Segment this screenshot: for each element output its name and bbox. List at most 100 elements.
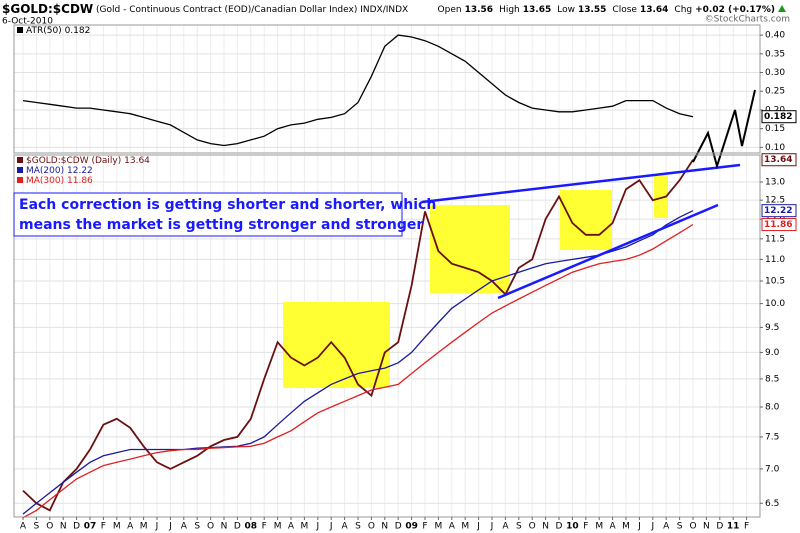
upper-panel-frame [13,24,761,154]
correction-boxes [283,175,668,388]
x-tick-label: M [595,522,603,532]
x-tick-label: A [449,522,456,532]
x-tick-label: M [301,522,309,532]
x-tick-label: F [744,522,749,532]
series-line [22,159,694,512]
x-tick-label: M [140,522,148,532]
y-tick-label: 0.15 [765,124,785,134]
quote-value: 13.65 [523,5,551,15]
x-tick-label: J [490,522,494,532]
x-tick-label: S [34,522,40,532]
legend-entry: $GOLD:$CDW (Daily) 13.64 [26,156,150,166]
annotation: means the market is getting stronger and… [19,217,423,233]
legend-value: 0.182 [65,26,91,36]
x-tick-label: A [663,522,670,532]
x-tick-label: A [181,522,188,532]
x-tick-label: O [46,522,53,532]
label-layer: 0.100.150.200.250.300.350.400.182ATR(50)… [17,26,797,532]
correction-box [654,175,668,218]
y-tick-label: 0.40 [765,31,785,41]
quote-value: 13.56 [465,5,493,15]
x-tick-label: 09 [405,522,418,532]
x-tick-label: J [329,522,333,532]
x-tick-label: A [288,522,295,532]
quote-label: Chg [674,5,692,15]
last-value-box [761,218,797,232]
x-tick-label: M [274,522,282,532]
legend-entry: ATR(50) 0.182 [26,26,90,36]
x-tick-label: 10 [566,522,579,532]
trend-line [421,163,741,204]
x-tick-label: D [556,522,563,532]
legend-swatch [17,167,23,173]
x-tick-label: A [610,522,617,532]
x-tick-label: S [516,522,522,532]
x-tick-label: F [583,522,588,532]
trend-line [497,203,719,300]
legend-swatch [17,157,23,163]
x-tick-label: M [622,522,630,532]
last-value-box [761,110,797,124]
x-tick-label: S [194,522,200,532]
legend-swatch [17,27,23,33]
x-tick-label: J [637,522,641,532]
x-tick-label: N [221,522,228,532]
y-tick-label: 0.35 [765,49,785,59]
x-tick-label: J [155,522,159,532]
legend-name: MA(300) [26,176,64,186]
symbol: $GOLD:$CDW [2,2,93,16]
legend-entry: MA(300) 11.86 [26,176,93,186]
correction-box [430,205,510,293]
quote-label: Close [612,5,637,15]
drawings [421,89,756,300]
y-tick-label: 11.0 [765,255,785,265]
x-tick-label: A [502,522,509,532]
x-tick-label: M [461,522,469,532]
y-tick-label: 0.10 [765,143,785,153]
x-tick-label: N [60,522,67,532]
x-tick-label: F [262,522,267,532]
y-tick-label: 10.0 [765,299,785,309]
header-date: 6-Oct-2010 [2,17,53,27]
x-tick-label: F [422,522,427,532]
x-tick-label: 07 [84,522,97,532]
legend-swatch [17,177,23,183]
x-tick-label: O [529,522,536,532]
legend-name: ATR(50) [26,26,62,36]
series-line [22,210,694,515]
y-tick-label: 9.0 [765,348,780,358]
x-tick-label: F [101,522,106,532]
quote-value: +0.02 (+0.17%) [695,5,775,15]
x-tick-label: O [689,522,696,532]
x-tick-label: J [476,522,480,532]
legend-entry: MA(200) 12.22 [26,166,93,176]
quote-label: Low [557,5,575,15]
quote-value: 13.55 [578,5,606,15]
x-tick-label: A [20,522,27,532]
legend-name: MA(200) [26,166,64,176]
correction-box [560,190,612,250]
y-tick-label: 12.5 [765,196,785,206]
legend-name: $GOLD:$CDW (Daily) [26,156,121,166]
last-value-box [761,153,797,167]
lower-panel-frame [13,154,761,518]
y-tick-label: 6.5 [765,499,779,509]
last-value-label: 0.182 [764,112,792,122]
projection-line [692,89,756,170]
x-tick-label: N [381,522,388,532]
legend-value: 11.86 [67,176,93,186]
x-tick-label: D [73,522,80,532]
series-line [22,223,694,519]
x-tick-label: O [207,522,214,532]
last-value-box [761,204,797,218]
up-arrow [778,5,786,12]
y-tick-label: 13.0 [765,178,785,188]
x-tick-label: A [342,522,349,532]
y-tick-label: 9.5 [765,323,779,333]
x-tick-label: J [650,522,654,532]
x-tick-label: J [168,522,172,532]
x-tick-label: S [355,522,361,532]
series-line [22,34,694,147]
legend-value: 13.64 [124,156,150,166]
